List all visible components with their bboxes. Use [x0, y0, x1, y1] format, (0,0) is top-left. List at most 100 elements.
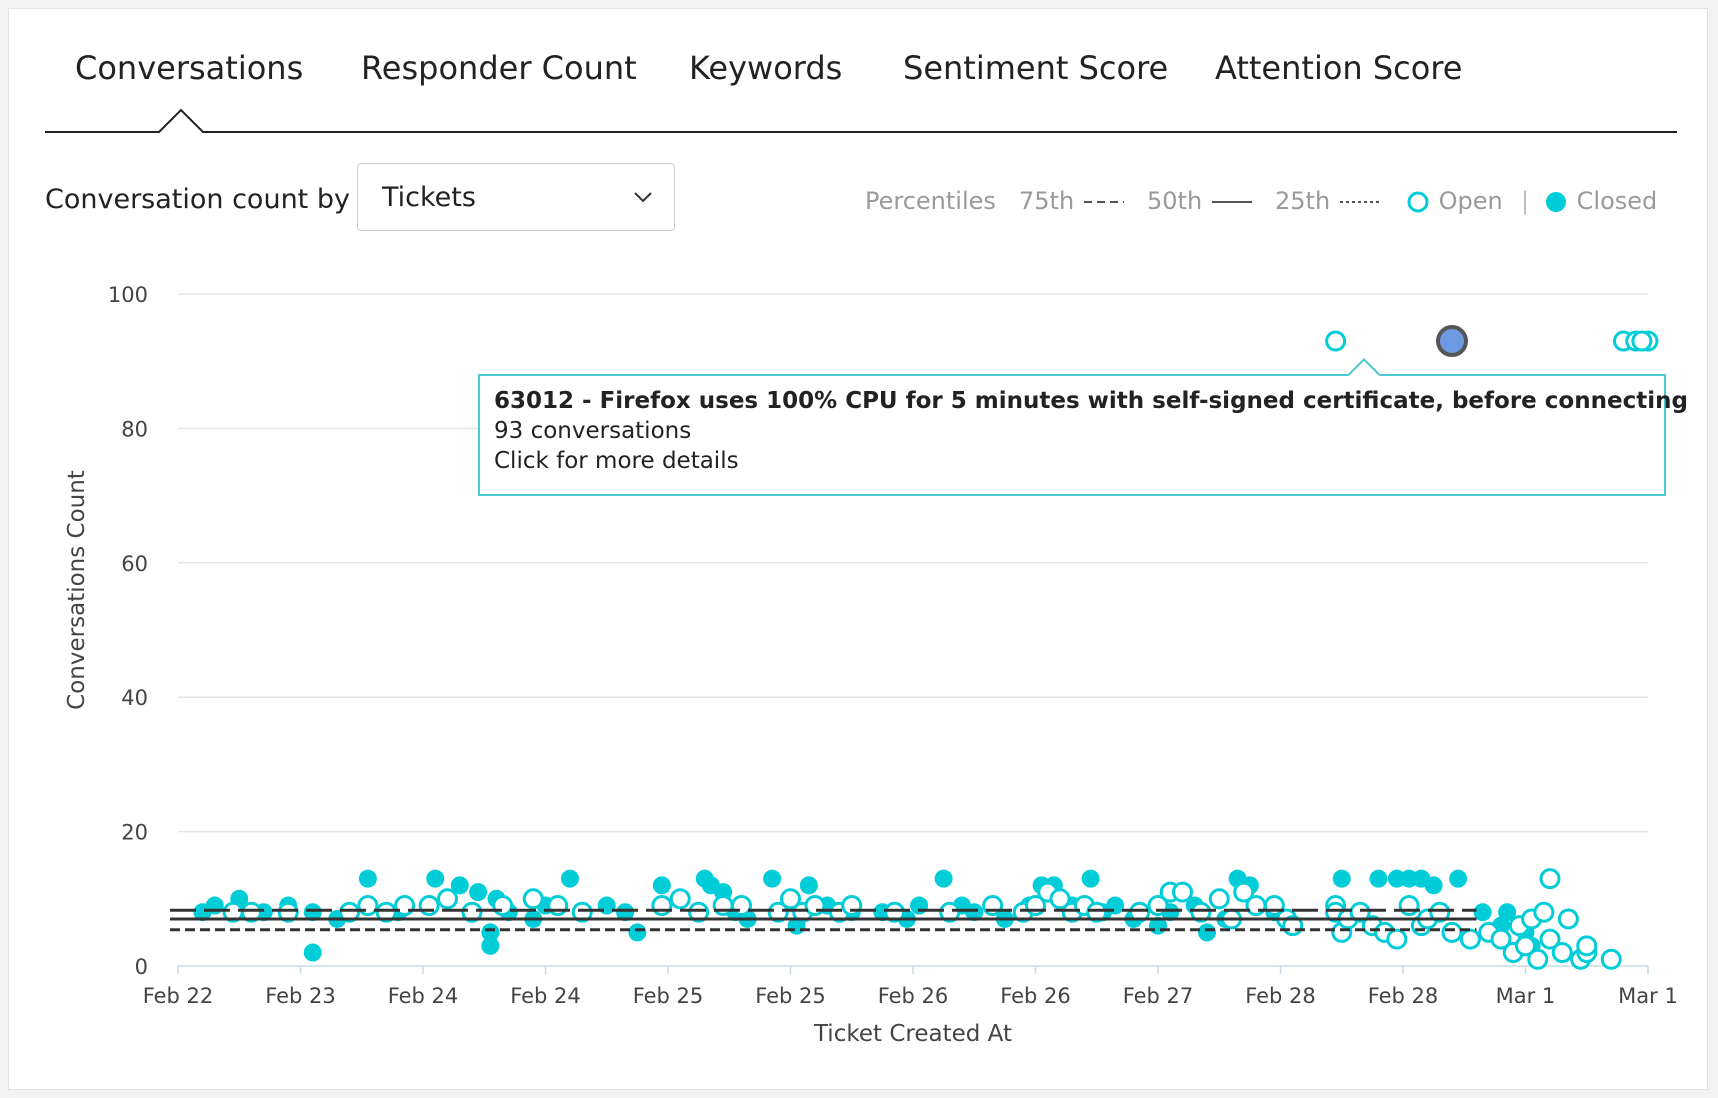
legend-separator: | [1521, 187, 1530, 215]
open-point [1086, 901, 1108, 923]
legend-p50: 50th [1147, 187, 1254, 215]
closed-point [799, 876, 818, 895]
open-point [1429, 901, 1451, 923]
closed-point [481, 936, 500, 955]
open-point [339, 901, 360, 923]
x-tick-label: Feb 25 [755, 984, 826, 1008]
open-point [1539, 868, 1561, 890]
closed-point [481, 923, 500, 942]
active-tab-indicator [45, 108, 1677, 133]
open-point [1325, 330, 1347, 352]
open-point [731, 895, 752, 917]
closed-point [303, 903, 322, 922]
open-point [1576, 935, 1598, 957]
ticket-tooltip[interactable]: 63012 - Firefox uses 100% CPU for 5 minu… [478, 358, 1688, 496]
legend-percentiles-label: Percentiles [865, 187, 996, 215]
closed-point [358, 869, 377, 888]
tab-responder-count[interactable]: Responder Count [361, 49, 637, 87]
closed-point [910, 896, 929, 915]
legend-p25: 25th [1275, 187, 1382, 215]
open-point [1490, 928, 1512, 950]
tab-label: Sentiment Score [903, 49, 1169, 87]
closed-point [469, 883, 488, 902]
tab-label: Attention Score [1215, 49, 1463, 87]
x-tick-label: Feb 26 [1000, 984, 1071, 1008]
tab-sentiment-score[interactable]: Sentiment Score [903, 49, 1168, 87]
tooltip-hint: Click for more details [494, 448, 739, 474]
open-point [688, 901, 710, 923]
open-point [1533, 901, 1555, 923]
solid-line-icon [1211, 201, 1252, 203]
open-point [1557, 908, 1579, 930]
legend-p75: 75th [1019, 187, 1126, 215]
conversation-count-label: Conversation count by [45, 184, 350, 215]
open-point [418, 895, 440, 917]
open-point [522, 888, 544, 910]
open-circle-icon [1407, 191, 1429, 213]
closed-point [965, 903, 984, 922]
x-tick-label: Feb 26 [878, 984, 949, 1008]
open-point [1233, 881, 1255, 903]
open-point [1245, 895, 1267, 917]
open-point [1386, 928, 1408, 950]
legend-open[interactable]: Open [1405, 187, 1503, 215]
open-point [1049, 888, 1071, 910]
open-point [1631, 330, 1653, 352]
y-tick-label: 40 [121, 686, 148, 710]
open-point [492, 895, 514, 917]
open-point [982, 895, 1004, 917]
open-point [1527, 948, 1549, 970]
closed-point [628, 923, 647, 942]
open-point [1551, 942, 1573, 964]
closed-point [1198, 923, 1216, 942]
legend-p50-label: 50th [1147, 187, 1203, 215]
chevron-down-icon [634, 192, 652, 203]
open-point [375, 901, 397, 923]
x-tick-label: Mar 1 [1618, 984, 1678, 1008]
closed-point [1081, 869, 1100, 888]
x-tick-label: Feb 23 [265, 984, 336, 1008]
x-tick-label: Feb 24 [510, 984, 581, 1008]
open-point [841, 895, 863, 917]
legend-p25-label: 25th [1275, 187, 1331, 215]
select-value: Tickets [382, 182, 476, 213]
closed-point [597, 896, 616, 915]
open-point [461, 901, 483, 923]
tab-bar: Conversations Responder Count Keywords S… [45, 9, 1677, 142]
legend-closed[interactable]: Closed [1543, 187, 1657, 215]
legend-p75-label: 75th [1019, 187, 1075, 215]
highlighted-point [1436, 325, 1468, 358]
tab-label: Conversations [75, 49, 304, 87]
x-tick-label: Feb 22 [143, 984, 214, 1008]
tab-conversations[interactable]: Conversations [75, 49, 303, 87]
open-point [1459, 928, 1481, 950]
open-point [241, 901, 262, 923]
closed-point [1424, 876, 1443, 895]
open-point [1441, 921, 1463, 943]
tab-keywords[interactable]: Keywords [689, 49, 842, 87]
open-point [1600, 948, 1622, 970]
open-point [571, 901, 593, 923]
x-axis-label: Ticket Created At [813, 1021, 1012, 1047]
open-point [884, 901, 906, 923]
closed-point [763, 869, 782, 888]
x-tick-label: Feb 25 [633, 984, 704, 1008]
open-point [651, 895, 673, 917]
tab-label: Keywords [689, 49, 843, 87]
closed-point [1449, 869, 1468, 888]
closed-point [303, 943, 322, 962]
open-point [804, 895, 826, 917]
open-point [1129, 901, 1151, 923]
y-axis-label: Conversations Count [64, 470, 90, 710]
open-point [277, 901, 299, 923]
open-point [712, 895, 734, 917]
tooltip-count: 93 conversations [494, 418, 692, 444]
tab-attention-score[interactable]: Attention Score [1215, 49, 1462, 87]
count-by-select[interactable]: Tickets [357, 163, 675, 231]
closed-point [652, 876, 671, 895]
closed-point [1473, 903, 1492, 922]
tooltip-title: 63012 - Firefox uses 100% CPU for 5 minu… [494, 388, 1688, 414]
open-point [437, 888, 458, 910]
open-point [1190, 901, 1212, 923]
